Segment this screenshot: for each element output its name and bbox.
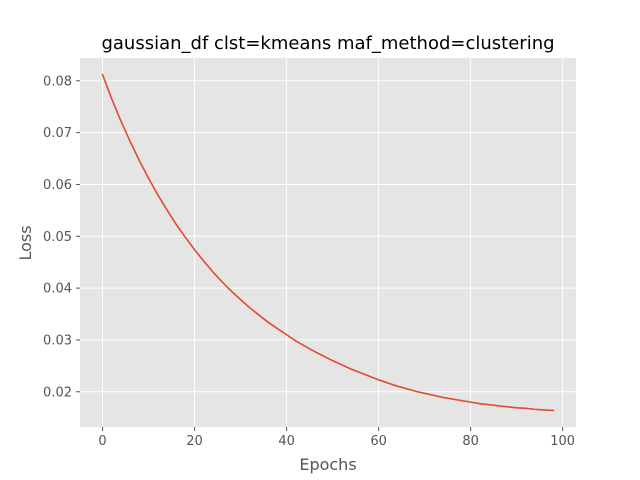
plot-area <box>80 58 576 427</box>
y-tick-label: 0.03 <box>43 333 72 348</box>
loss-line <box>101 73 555 412</box>
y-tick-label: 0.02 <box>43 385 72 400</box>
x-axis-label: Epochs <box>299 455 356 474</box>
y-tick-label: 0.06 <box>43 178 72 193</box>
y-tick-label: 0.04 <box>43 282 72 297</box>
ticks: 0 20 40 60 80 100 0.02 0.03 0.04 0.05 0.06 0.07 0.08 <box>43 74 575 449</box>
x-tick-label: 40 <box>278 434 295 449</box>
x-tick-label: 100 <box>550 434 575 449</box>
x-tick-label: 20 <box>186 434 203 449</box>
y-tick-label: 0.05 <box>43 230 72 245</box>
y-axis-label: Loss <box>16 225 35 260</box>
y-tick-label: 0.08 <box>43 74 72 89</box>
chart-title: gaussian_df clst=kmeans maf_method=clust… <box>101 33 554 54</box>
grid <box>80 58 576 427</box>
x-tick-label: 60 <box>370 434 387 449</box>
x-tick-label: 80 <box>462 434 479 449</box>
y-tick-label: 0.07 <box>43 126 72 141</box>
x-tick-label: 0 <box>98 434 106 449</box>
series-layer <box>101 73 555 412</box>
